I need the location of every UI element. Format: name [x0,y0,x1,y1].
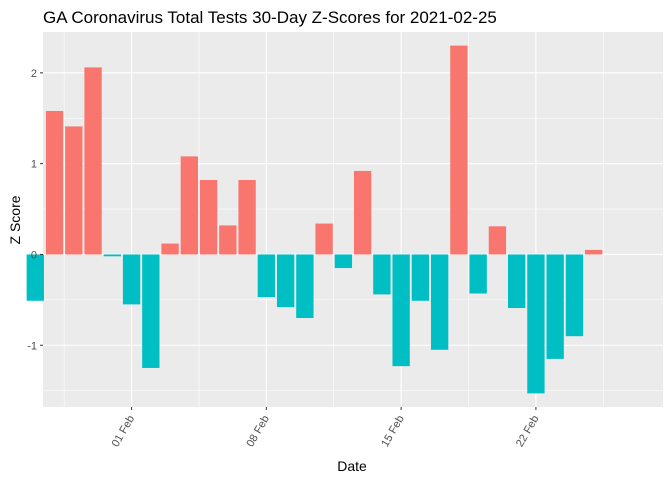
y-tick-label: -1 [27,340,37,352]
bar-2021-02-15 [392,254,410,367]
bar-2021-01-29 [65,126,83,255]
bar-2021-02-02 [142,254,160,368]
x-axis: 01 Feb 08 Feb 15 Feb 22 Feb [110,407,542,449]
bar-2021-02-04 [180,156,198,255]
bar-2021-02-07 [238,180,256,255]
bar-2021-02-08 [257,254,276,298]
x-tick-label: 08 Feb [244,414,272,450]
bar-2021-02-17 [430,254,449,350]
bar-2021-01-31 [103,254,121,257]
bar-2021-02-16 [411,254,430,301]
bar-2021-02-12 [334,254,353,269]
bar-2021-02-03 [161,243,179,255]
x-axis-title: Date [337,458,367,474]
plot-panel [43,32,663,407]
bar-series [26,45,603,394]
bar-2021-01-30 [84,67,102,255]
bar-2021-02-09 [276,254,295,308]
bar-2021-02-23 [546,254,564,359]
bar-2021-02-24 [565,254,584,337]
y-tick-label: 1 [31,159,37,171]
bar-2021-02-22 [527,254,545,394]
bar-2021-01-28 [45,110,64,255]
bar-2021-02-14 [373,254,391,295]
bar-2021-02-20 [488,226,507,255]
y-tick-label: 2 [31,68,37,80]
x-tick-label: 22 Feb [514,414,542,450]
bar-2021-02-19 [469,254,487,294]
bar-2021-02-18 [450,45,468,255]
x-tick-label: 01 Feb [110,414,138,450]
bar-2021-02-06 [219,225,237,255]
y-axis-title: Z Score [7,195,23,244]
bar-2021-02-21 [508,254,526,309]
bar-2021-01-27 [26,254,44,301]
bar-2021-02-11 [315,223,333,255]
chart-title: GA Coronavirus Total Tests 30-Day Z-Scor… [43,8,497,27]
bar-2021-02-10 [296,254,314,319]
bar-2021-02-25 [585,249,603,255]
y-tick-label: 0 [31,249,37,261]
x-tick-label: 15 Feb [379,414,407,450]
y-axis: -1 0 1 2 [27,68,43,352]
bar-2021-02-01 [122,254,141,305]
bar-2021-02-13 [353,170,372,255]
bar-2021-02-05 [199,180,218,255]
